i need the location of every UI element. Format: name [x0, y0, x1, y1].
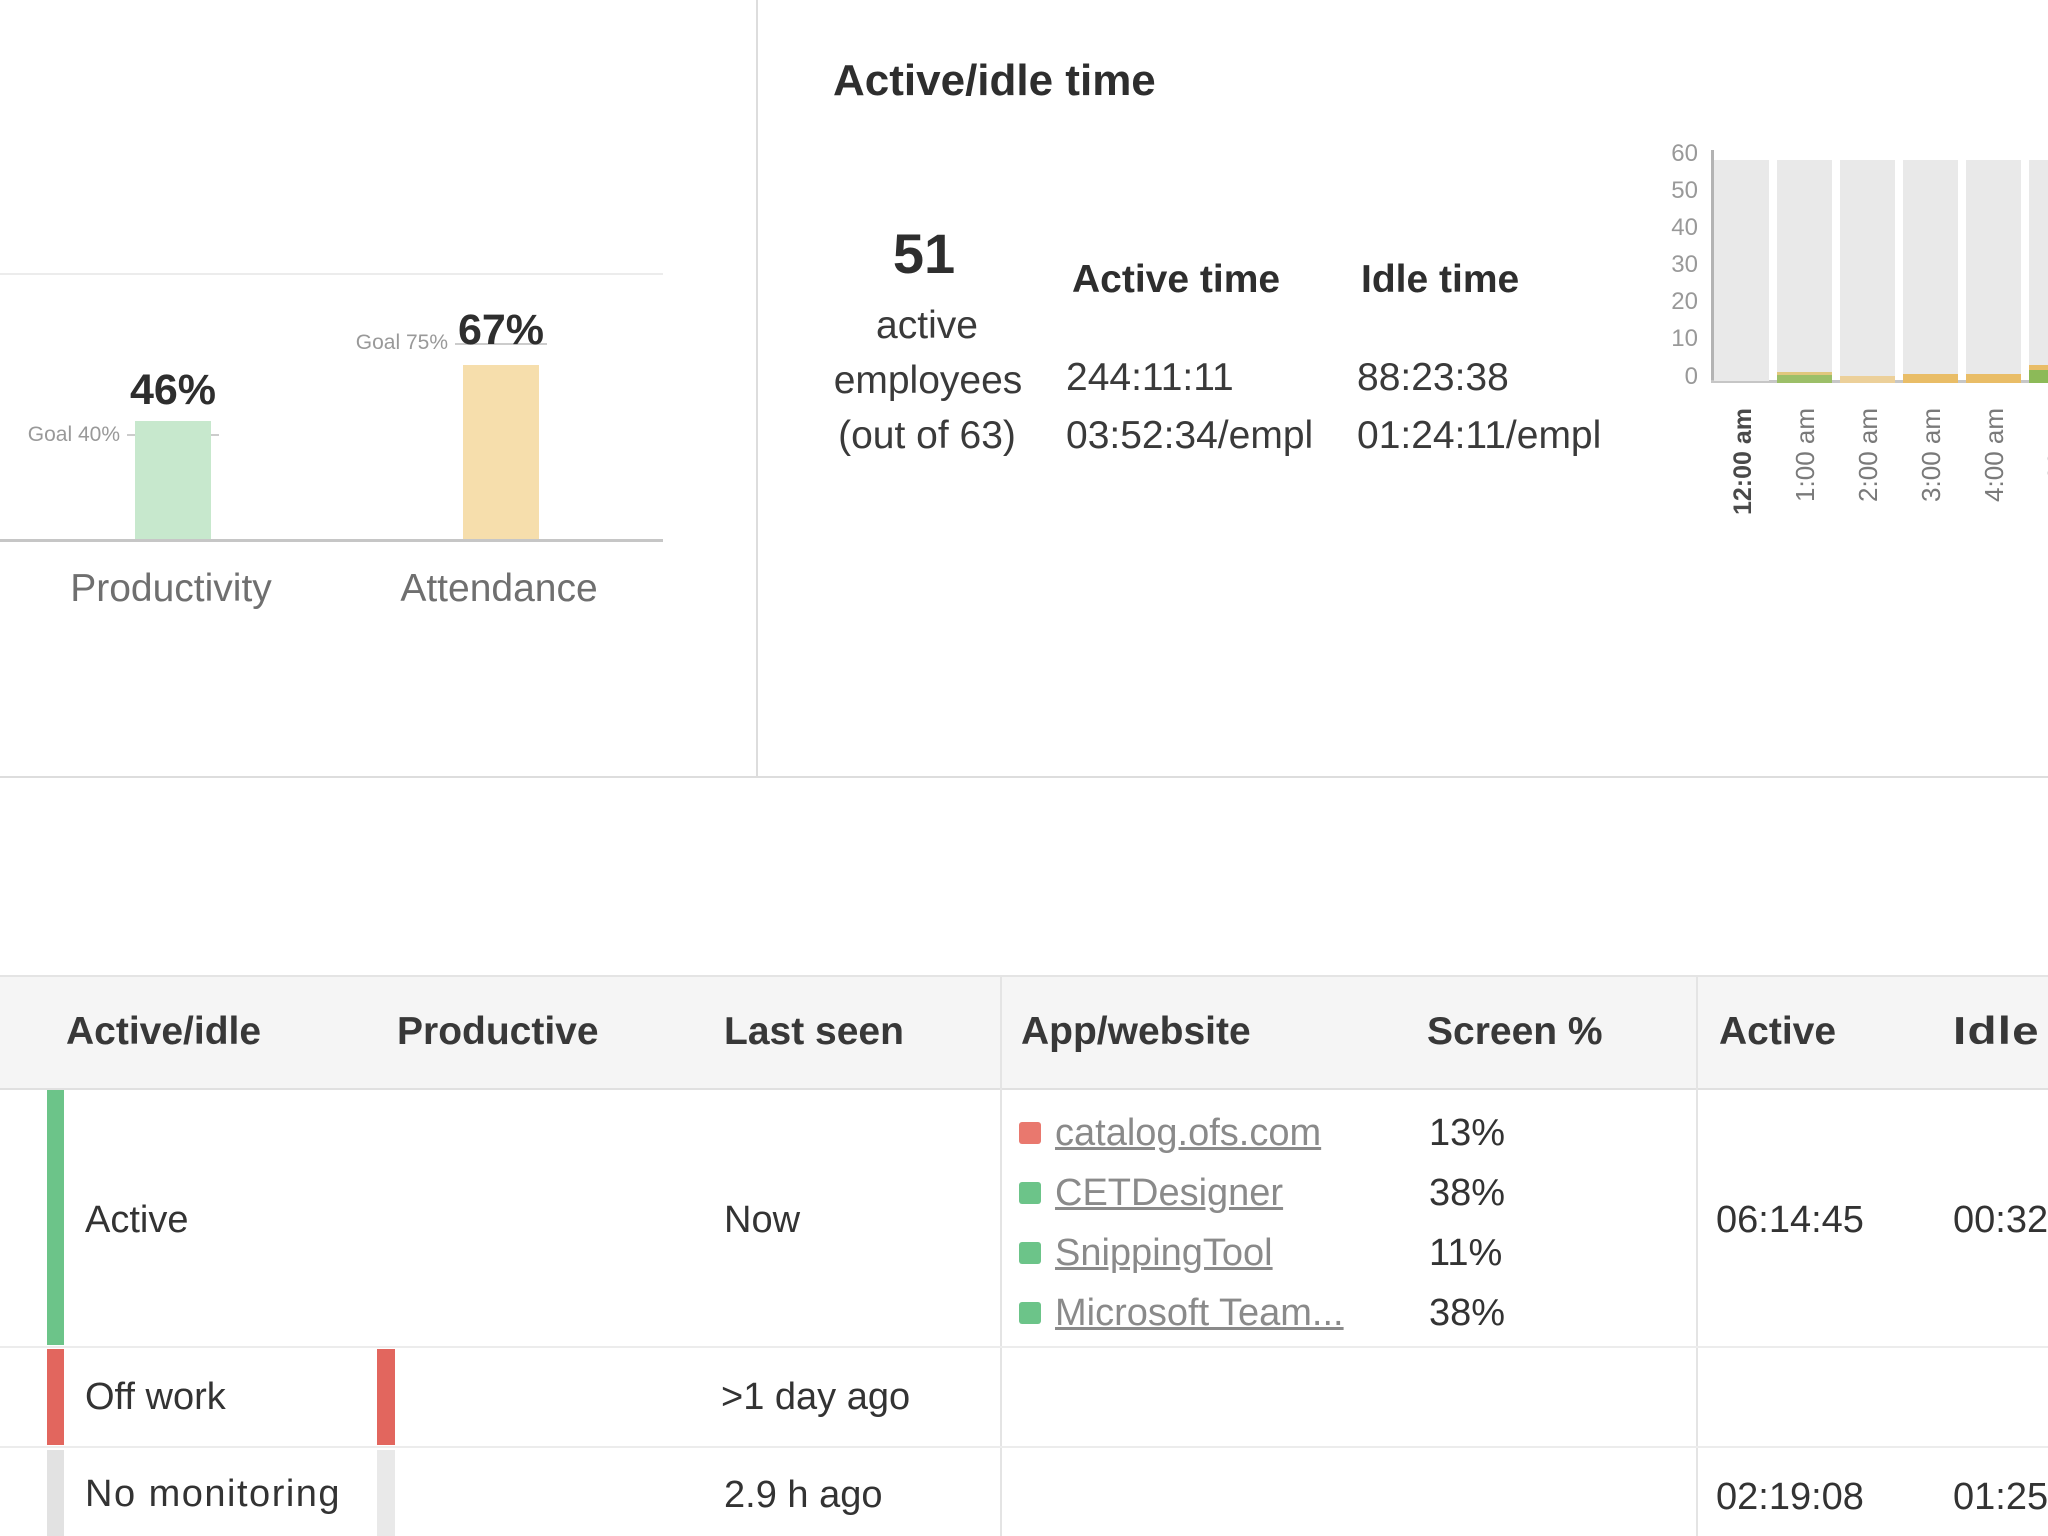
svg-text:1:00 am: 1:00 am [1790, 408, 1820, 502]
svg-text:2:00 am: 2:00 am [1853, 408, 1883, 502]
svg-text:5:00 am: 5:00 am [2042, 408, 2048, 502]
svg-text:4:00 am: 4:00 am [1979, 408, 2009, 502]
svg-text:12:00 am: 12:00 am [1729, 408, 1757, 515]
svg-text:3:00 am: 3:00 am [1916, 408, 1946, 502]
